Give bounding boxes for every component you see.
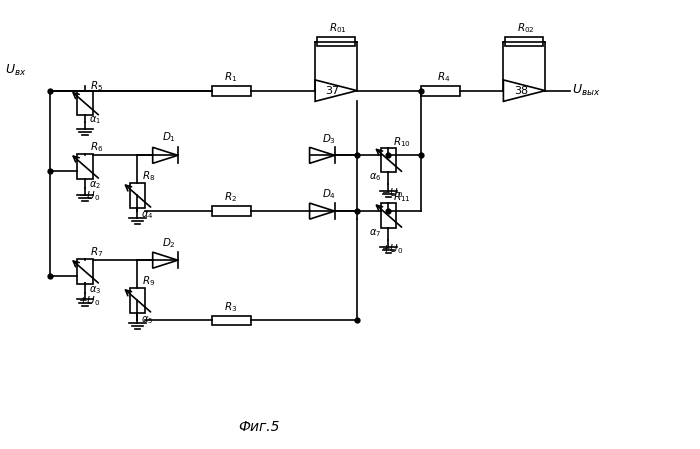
Polygon shape (315, 80, 357, 101)
Text: $R_{11}$: $R_{11}$ (393, 191, 411, 204)
Text: $R_{01}$: $R_{01}$ (329, 21, 347, 35)
Polygon shape (503, 80, 545, 101)
Text: $R_9$: $R_9$ (142, 274, 155, 288)
Text: $\alpha_7$: $\alpha_7$ (369, 227, 381, 238)
Text: $R_{02}$: $R_{02}$ (517, 21, 535, 35)
Bar (78, 154, 92, 179)
Text: $\alpha_3$: $\alpha_3$ (88, 284, 101, 295)
Bar (421, 86, 460, 96)
Text: $\alpha_4$: $\alpha_4$ (141, 209, 153, 220)
Bar (212, 316, 251, 326)
Bar (130, 288, 145, 313)
Text: $R_4$: $R_4$ (438, 70, 451, 84)
Text: $\alpha_5$: $\alpha_5$ (141, 314, 153, 326)
Bar (212, 206, 251, 216)
Text: $R_7$: $R_7$ (90, 246, 103, 260)
Text: $+U_0$: $+U_0$ (78, 295, 101, 308)
Text: $R_3$: $R_3$ (225, 300, 238, 314)
Bar (78, 259, 92, 284)
Text: $U_{вх}$: $U_{вх}$ (5, 63, 27, 78)
Text: $D_3$: $D_3$ (322, 132, 336, 145)
Text: $\alpha_6$: $\alpha_6$ (369, 171, 381, 183)
Text: $D_1$: $D_1$ (162, 130, 176, 144)
Text: $-U_0$: $-U_0$ (78, 189, 101, 203)
Text: $U_{вых}$: $U_{вых}$ (572, 83, 600, 98)
Text: $R_1$: $R_1$ (225, 70, 238, 84)
Bar (212, 86, 251, 96)
Bar (381, 148, 396, 172)
Polygon shape (153, 252, 178, 268)
Text: $\alpha_1$: $\alpha_1$ (88, 114, 101, 126)
Text: $+U_0$: $+U_0$ (382, 242, 404, 256)
Text: $R_{10}$: $R_{10}$ (393, 135, 411, 149)
Text: $R_2$: $R_2$ (225, 191, 237, 204)
Bar (317, 37, 355, 46)
Text: $R_6$: $R_6$ (90, 141, 104, 154)
Polygon shape (309, 147, 335, 163)
Polygon shape (309, 203, 335, 219)
Text: $R_5$: $R_5$ (90, 79, 103, 93)
Text: 38: 38 (514, 86, 528, 96)
Bar (78, 91, 92, 115)
Text: $R_8$: $R_8$ (142, 170, 155, 184)
Bar (130, 183, 145, 208)
Text: 37: 37 (326, 86, 340, 96)
Text: $\alpha_2$: $\alpha_2$ (88, 179, 101, 191)
Polygon shape (153, 147, 178, 163)
Text: $D_4$: $D_4$ (322, 188, 336, 201)
Text: Фиг.5: Фиг.5 (239, 420, 280, 434)
Bar (381, 203, 396, 228)
Bar (505, 37, 543, 46)
Text: $D_2$: $D_2$ (162, 237, 176, 251)
Text: $-U_0$: $-U_0$ (382, 187, 404, 200)
